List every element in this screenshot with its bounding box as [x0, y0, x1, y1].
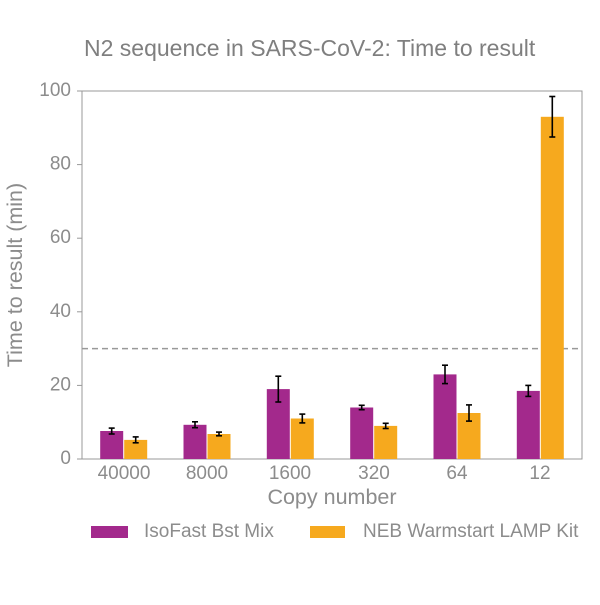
svg-text:0: 0 [60, 448, 71, 469]
svg-text:40: 40 [50, 301, 71, 322]
svg-text:N2 sequence in SARS-CoV-2: Tim: N2 sequence in SARS-CoV-2: Time to resul… [84, 35, 536, 61]
svg-text:80: 80 [50, 154, 71, 175]
svg-text:100: 100 [39, 80, 71, 101]
svg-text:64: 64 [446, 463, 468, 484]
svg-text:1600: 1600 [269, 463, 311, 484]
svg-text:12: 12 [529, 463, 550, 484]
svg-text:320: 320 [358, 463, 390, 484]
svg-text:IsoFast Bst Mix: IsoFast Bst Mix [144, 521, 274, 542]
svg-text:NEB Warmstart LAMP Kit: NEB Warmstart LAMP Kit [363, 521, 579, 542]
svg-text:Copy number: Copy number [267, 485, 396, 509]
svg-text:40000: 40000 [98, 463, 151, 484]
svg-text:60: 60 [50, 227, 71, 248]
svg-text:20: 20 [50, 374, 71, 395]
svg-text:Time to result (min): Time to result (min) [3, 183, 27, 367]
svg-text:8000: 8000 [186, 463, 228, 484]
